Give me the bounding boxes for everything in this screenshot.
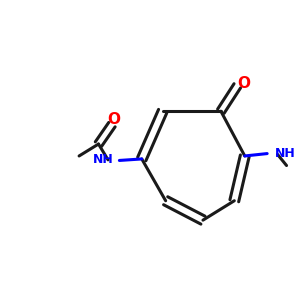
Text: NH: NH [274, 147, 296, 160]
Text: O: O [107, 112, 120, 127]
Text: NH: NH [93, 153, 114, 166]
Text: O: O [237, 76, 250, 91]
